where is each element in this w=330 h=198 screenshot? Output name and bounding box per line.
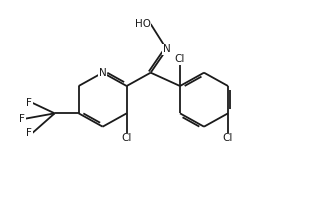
Text: Cl: Cl: [223, 133, 233, 143]
Text: F: F: [26, 128, 32, 138]
Text: Cl: Cl: [175, 54, 185, 64]
Text: F: F: [19, 114, 25, 124]
Text: Cl: Cl: [121, 133, 132, 143]
Text: N: N: [163, 44, 171, 54]
Text: F: F: [26, 98, 32, 108]
Text: N: N: [99, 68, 107, 78]
Text: HO: HO: [135, 19, 151, 29]
